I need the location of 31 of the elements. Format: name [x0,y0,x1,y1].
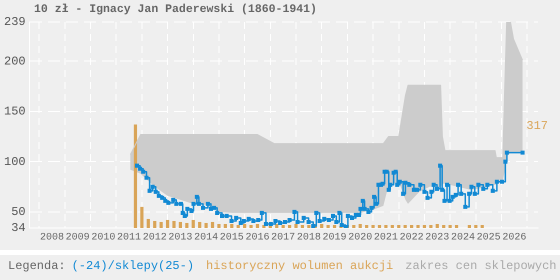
x-tick-label: 2013 [168,232,192,244]
x-tick-label: 2025 [476,232,501,244]
text: (-24)/sklepy(25-) [72,259,194,273]
text: zakres cen sklepowych [405,259,556,273]
x-tick-label: 2026 [502,232,526,244]
x-tick-label: 2019 [322,232,347,244]
x-tick-label: 2016 [245,232,270,244]
x-tick-label: 2011 [117,232,142,244]
x-tick-label: 2009 [66,232,90,244]
x-tick-label: 2015 [220,232,244,244]
text: 317 [526,119,548,134]
x-tick-label: 2017 [271,232,296,244]
y-tick-label: 239 [4,15,26,30]
x-tick-label: 2014 [194,232,218,244]
y-tick-label: 200 [4,54,26,68]
chart-title: 10 zł - Ignacy Jan Paderewski (1860-1941) [34,3,317,16]
x-tick-label: 2023 [425,232,450,244]
x-tick-label: 2024 [450,232,475,244]
series-label: historyczny wolumen aukcji [206,259,394,273]
legend-title: Legenda: [8,259,66,273]
x-tick-label: 2008 [40,232,64,244]
x-tick-label: 2010 [91,232,116,244]
y-tick-label: 150 [4,104,26,119]
y-tick-label: 34 [11,221,26,236]
x-tick-label: 2020 [348,232,372,244]
y-tick-label: 100 [4,154,26,169]
x-tick-label: 2022 [400,232,424,244]
x-tick-label: 2012 [142,232,167,244]
x-tick-label: 2018 [296,232,321,244]
x-tick-label: 2021 [374,232,398,244]
y-tick-label: 50 [11,205,26,220]
